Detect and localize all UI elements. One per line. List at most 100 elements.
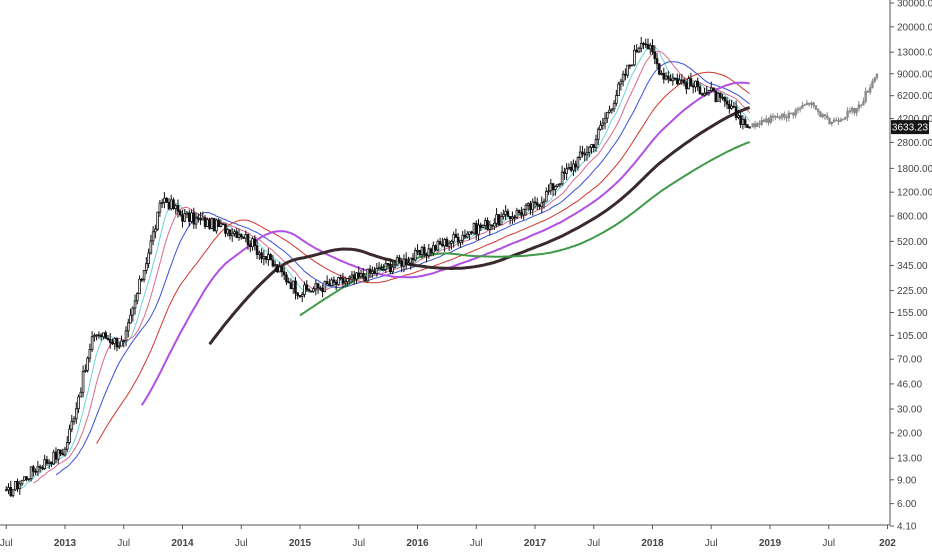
candle xyxy=(705,85,709,96)
candle xyxy=(239,233,243,240)
candle xyxy=(169,194,173,211)
projection-candle xyxy=(821,113,824,119)
projection-candle xyxy=(753,120,757,130)
candle xyxy=(131,306,135,322)
candle xyxy=(628,64,632,70)
candle xyxy=(380,263,383,271)
candle xyxy=(97,331,101,339)
candle xyxy=(52,449,56,466)
moving-average-line xyxy=(96,71,750,444)
candle xyxy=(25,476,28,482)
candle xyxy=(366,268,370,283)
candle xyxy=(122,340,126,348)
x-tick-label: 2019 xyxy=(759,538,782,549)
candle xyxy=(655,52,659,69)
candle xyxy=(728,99,731,114)
candle xyxy=(16,478,19,493)
projection-candle xyxy=(767,117,770,126)
candle xyxy=(429,247,433,257)
candle xyxy=(314,280,318,296)
candle xyxy=(120,335,123,347)
candle xyxy=(312,286,315,293)
projection-candle xyxy=(857,100,861,112)
candle xyxy=(285,272,288,286)
candle xyxy=(54,447,58,464)
candle xyxy=(361,267,365,281)
x-tick-label: 2016 xyxy=(406,538,429,549)
candle xyxy=(303,281,306,298)
candle xyxy=(79,387,83,398)
projection-candle xyxy=(803,103,806,107)
projection-candle xyxy=(859,104,863,108)
projection-candle xyxy=(783,111,786,120)
candle xyxy=(244,230,248,243)
candle xyxy=(513,214,516,223)
candle xyxy=(409,257,413,270)
candle xyxy=(20,479,24,486)
candle xyxy=(721,93,724,101)
candle xyxy=(569,161,573,173)
candle xyxy=(147,248,150,268)
candle xyxy=(599,120,602,131)
projection-candle xyxy=(846,107,849,122)
candle xyxy=(321,284,324,298)
y-tick-label: 225.00 xyxy=(897,286,928,297)
candle xyxy=(477,218,480,241)
projection-candle xyxy=(796,106,800,114)
candle xyxy=(72,416,76,425)
candle xyxy=(185,211,189,219)
candle xyxy=(9,480,13,498)
candle xyxy=(422,243,426,258)
candle xyxy=(212,217,216,232)
candle xyxy=(203,215,207,230)
candle xyxy=(251,236,254,251)
candle xyxy=(524,203,528,216)
candle xyxy=(436,239,440,252)
projection-candle xyxy=(771,113,775,122)
candle xyxy=(208,217,211,230)
price-tag-label: 3633.23 xyxy=(892,123,929,134)
candle xyxy=(653,45,657,65)
candle xyxy=(456,232,460,247)
candle xyxy=(741,115,745,130)
y-tick-label: 155.00 xyxy=(897,308,928,319)
candle xyxy=(271,254,275,268)
projection-candle xyxy=(850,106,854,115)
candle xyxy=(642,41,645,50)
projection-candle xyxy=(819,110,822,118)
moving-average-line xyxy=(208,106,751,346)
candle xyxy=(359,269,363,279)
candle xyxy=(296,292,300,300)
candle xyxy=(269,253,272,261)
candle xyxy=(389,258,392,275)
candle xyxy=(138,275,141,294)
candle xyxy=(63,446,67,457)
candle xyxy=(635,44,638,53)
candle xyxy=(330,277,333,286)
candle xyxy=(88,343,92,363)
candle xyxy=(425,252,428,263)
candle xyxy=(578,145,582,161)
candle xyxy=(325,275,329,285)
candle xyxy=(680,74,684,85)
candle xyxy=(145,257,148,274)
candle xyxy=(585,145,589,161)
projection-candle xyxy=(855,107,858,117)
candle xyxy=(27,478,31,482)
candle xyxy=(590,144,593,154)
candle xyxy=(386,262,390,270)
y-tick-label: 800.00 xyxy=(897,212,928,223)
projection-candle xyxy=(787,110,791,122)
candle xyxy=(416,244,419,256)
candle xyxy=(678,74,681,85)
y-tick-label: 345.00 xyxy=(897,261,928,272)
candle xyxy=(587,145,591,158)
candle xyxy=(352,270,356,285)
candle xyxy=(698,83,702,95)
x-axis: Jul 2013 Jul 2014 Jul 2015 Jul 2016 Jul 2017 Jul 20… xyxy=(0,525,896,549)
x-tick-label: Jul xyxy=(117,538,130,549)
candle xyxy=(443,237,446,252)
candle xyxy=(172,197,175,210)
